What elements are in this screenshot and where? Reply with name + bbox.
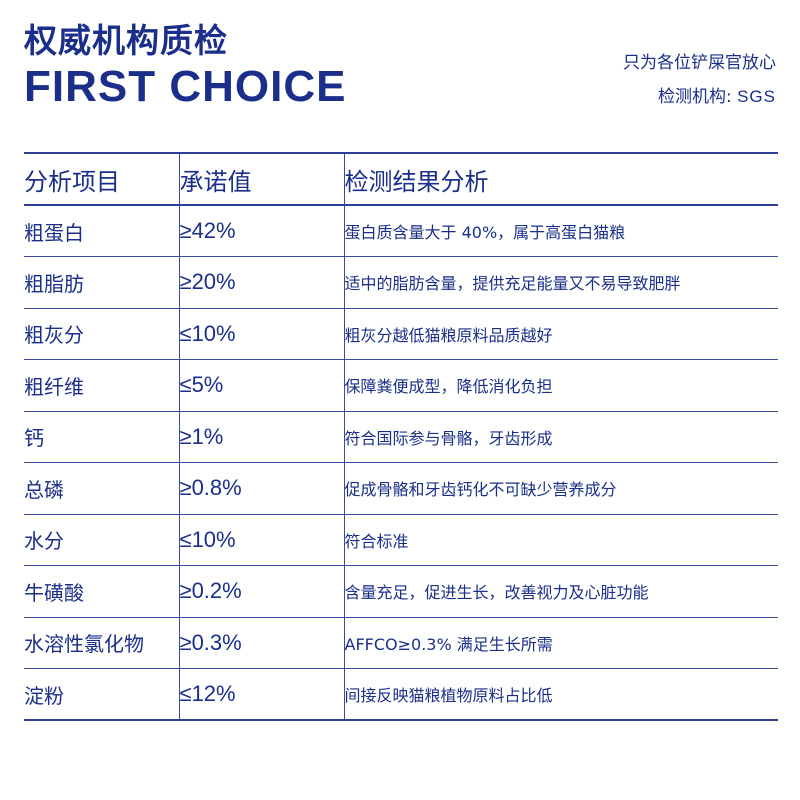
tagline: 只为各位铲屎官放心 <box>623 53 776 73</box>
nutrition-analysis-table: 分析项目 承诺值 检测结果分析 粗蛋白 ≥42% 蛋白质含量大于 40%，属于高… <box>24 152 778 721</box>
item-cell: 粗蛋白 <box>24 205 179 257</box>
promise-cell: ≥1% <box>178 411 344 463</box>
item-cell: 粗脂肪 <box>24 256 179 309</box>
analysis-cell: 适中的脂肪含量，提供充足能量又不易导致肥胖 <box>343 256 778 309</box>
analysis-cell: 含量充足，促进生长，改善视力及心脏功能 <box>343 565 778 618</box>
item-cell: 水分 <box>24 514 179 566</box>
testing-agency-value: SGS <box>737 87 776 106</box>
promise-cell: ≥0.8% <box>178 462 344 515</box>
table-row: 粗蛋白 ≥42% 蛋白质含量大于 40%，属于高蛋白猫粮 <box>24 205 778 257</box>
table-row: 总磷 ≥0.8% 促成骨骼和牙齿钙化不可缺少营养成分 <box>24 462 778 515</box>
column-header-promise: 承诺值 <box>178 152 344 206</box>
promise-cell: ≥42% <box>178 205 344 257</box>
table-row: 钙 ≥1% 符合国际参与骨骼，牙齿形成 <box>24 411 778 463</box>
analysis-cell: AFFCO≥0.3% 满足生长所需 <box>343 617 778 669</box>
promise-cell: ≤10% <box>178 514 344 566</box>
table-row: 粗灰分 ≤10% 粗灰分越低猫粮原料品质越好 <box>24 308 778 360</box>
item-cell: 淀粉 <box>24 668 179 721</box>
table-row: 牛磺酸 ≥0.2% 含量充足，促进生长，改善视力及心脏功能 <box>24 565 778 618</box>
table-row: 粗脂肪 ≥20% 适中的脂肪含量，提供充足能量又不易导致肥胖 <box>24 256 778 309</box>
testing-agency: 检测机构: SGS <box>658 82 776 107</box>
page-title: 权威机构质检 <box>24 21 228 60</box>
analysis-cell: 促成骨骼和牙齿钙化不可缺少营养成分 <box>343 462 778 515</box>
item-cell: 钙 <box>24 411 179 463</box>
analysis-cell: 符合标准 <box>343 514 778 566</box>
table-header-row: 分析项目 承诺值 检测结果分析 <box>24 152 778 206</box>
analysis-cell: 间接反映猫粮植物原料占比低 <box>343 668 778 721</box>
promise-cell: ≥0.2% <box>178 565 344 618</box>
analysis-cell: 蛋白质含量大于 40%，属于高蛋白猫粮 <box>343 205 778 257</box>
item-cell: 粗纤维 <box>24 359 179 412</box>
analysis-cell: 粗灰分越低猫粮原料品质越好 <box>343 308 778 360</box>
analysis-cell: 保障粪便成型，降低消化负担 <box>343 359 778 412</box>
item-cell: 粗灰分 <box>24 308 179 360</box>
column-header-analysis: 检测结果分析 <box>343 152 778 206</box>
testing-agency-label: 检测机构: <box>657 87 732 107</box>
item-cell: 总磷 <box>24 462 179 515</box>
promise-cell: ≤5% <box>178 359 344 412</box>
column-header-item: 分析项目 <box>24 152 179 206</box>
table-row: 淀粉 ≤12% 间接反映猫粮植物原料占比低 <box>24 668 778 721</box>
item-cell: 牛磺酸 <box>24 565 179 618</box>
promise-cell: ≥0.3% <box>178 617 344 669</box>
promise-cell: ≥20% <box>178 256 344 309</box>
table-row: 粗纤维 ≤5% 保障粪便成型，降低消化负担 <box>24 359 778 412</box>
table-row: 水溶性氯化物 ≥0.3% AFFCO≥0.3% 满足生长所需 <box>24 617 778 669</box>
analysis-cell: 符合国际参与骨骼，牙齿形成 <box>343 411 778 463</box>
promise-cell: ≤12% <box>178 668 344 721</box>
item-cell: 水溶性氯化物 <box>24 617 179 669</box>
table-row: 水分 ≤10% 符合标准 <box>24 514 778 566</box>
page-subtitle: FIRST CHOICE <box>24 62 347 111</box>
promise-cell: ≤10% <box>178 308 344 360</box>
